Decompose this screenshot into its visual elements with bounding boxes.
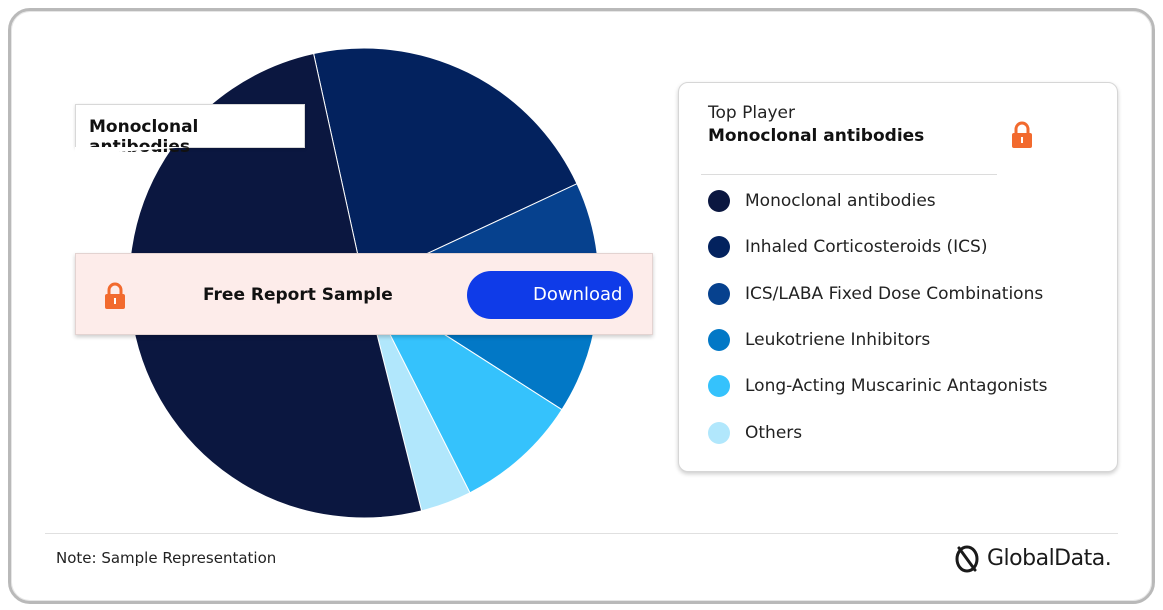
footer-divider (45, 533, 1118, 534)
legend-swatch (708, 236, 730, 258)
globaldata-logo-icon (955, 545, 979, 573)
legend-swatch (708, 329, 730, 351)
legend-label: Inhaled Corticosteroids (ICS) (745, 237, 988, 257)
top-player-value: Monoclonal antibodies (708, 126, 925, 146)
free-sample-banner: Free Report Sample Download (75, 253, 653, 335)
lock-icon (1012, 121, 1032, 148)
legend-panel: Top Player Monoclonal antibodies Monoclo… (678, 82, 1118, 472)
legend-label: Monoclonal antibodies (745, 191, 936, 211)
legend-label: Leukotriene Inhibitors (745, 330, 931, 350)
legend-divider (701, 174, 997, 175)
brand-name: GlobalData. (987, 546, 1112, 571)
legend-label: Others (745, 423, 803, 443)
callout-pointer (75, 147, 190, 155)
globaldata-brand: GlobalData. (953, 542, 1112, 576)
pie-slice-inhaled-corticosteroids-ics (312, 47, 578, 284)
legend-swatch (708, 422, 730, 444)
legend-swatch (708, 283, 730, 305)
lock-icon (105, 282, 125, 309)
download-button[interactable]: Download (467, 271, 633, 319)
banner-title: Free Report Sample (203, 285, 393, 305)
footer-note: Note: Sample Representation (56, 549, 277, 567)
legend-label: ICS/LABA Fixed Dose Combinations (745, 284, 1044, 304)
legend-swatch (708, 190, 730, 212)
top-player-callout: Monoclonal antibodies (75, 104, 305, 157)
legend-label: Long-Acting Muscarinic Antagonists (745, 376, 1048, 396)
pie-slice-long-acting-muscarinic-antagonists (362, 281, 563, 494)
top-player-label: Top Player (708, 103, 795, 123)
legend-swatch (708, 375, 730, 397)
